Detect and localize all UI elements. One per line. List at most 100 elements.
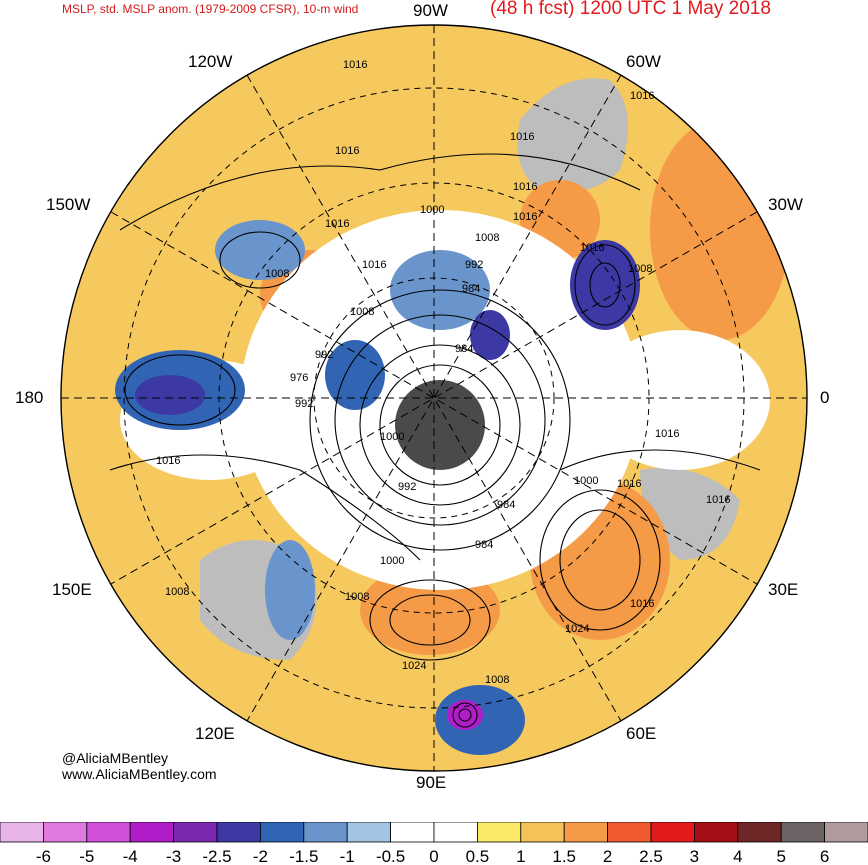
isobar-label: 1024 xyxy=(565,623,589,635)
isobar-label: 1016 xyxy=(156,455,180,467)
colorbar-tick-label: -3 xyxy=(166,847,181,865)
colorbar-box xyxy=(433,822,478,843)
colorbar-tick-label: 4 xyxy=(733,847,742,865)
isobar-label: 1008 xyxy=(165,586,189,598)
warm-anomaly-northeast xyxy=(650,120,790,340)
lon-label-180: 180 xyxy=(15,388,44,407)
colorbar-box xyxy=(129,822,174,843)
colorbar-box xyxy=(303,822,348,843)
isobar-label: 984 xyxy=(462,283,480,295)
isobar-label: 1016 xyxy=(630,598,654,610)
isobar-label: 1016 xyxy=(580,242,604,254)
isobar-label: 1008 xyxy=(345,591,369,603)
polar-stereographic-map: 1016 1016 1016 1016 1016 1016 1016 1016 1016 1016… xyxy=(60,24,808,772)
isobar-label: 1008 xyxy=(475,232,499,244)
isobar-label: 1008 xyxy=(628,263,652,275)
lon-label-90w: 90W xyxy=(413,1,448,20)
isobar-label: 1000 xyxy=(420,204,444,216)
lon-label-120e: 120E xyxy=(195,724,235,743)
colorbar-box xyxy=(694,822,739,843)
map-boundary xyxy=(60,24,808,772)
colorbar-tick-label: 0 xyxy=(429,847,438,865)
isobar-label: 1000 xyxy=(380,431,404,443)
lon-label-90e: 90E xyxy=(416,773,447,792)
isobar-label: 1016 xyxy=(617,478,641,490)
colorbar-tick-label: 5 xyxy=(776,847,785,865)
colorbar-box xyxy=(216,822,261,843)
cold-anomaly-west-inner xyxy=(135,375,205,415)
isobar-label: 1016 xyxy=(325,218,349,230)
colorbar-tick-label: 0.5 xyxy=(466,847,490,865)
colorbar-box xyxy=(737,822,782,843)
colorbar-box xyxy=(259,822,305,843)
map-title: MSLP, std. MSLP anom. (1979-2009 CFSR), … xyxy=(62,2,359,16)
lon-label-60e: 60E xyxy=(626,724,657,743)
lon-label-30e: 30E xyxy=(768,580,799,599)
colorbar-tick-label: 2.5 xyxy=(639,847,663,865)
cold-anomaly-mid xyxy=(470,310,510,360)
isobar-label: 1008 xyxy=(265,268,289,280)
map-field xyxy=(61,25,807,771)
colorbar-box xyxy=(173,822,218,843)
colorbar-tick-label: -1.5 xyxy=(289,847,318,865)
colorbar-box xyxy=(390,822,435,843)
isobar-label: 1008 xyxy=(350,306,374,318)
isobar-label: 1000 xyxy=(380,555,404,567)
lon-label-60w: 60W xyxy=(626,52,661,71)
colorbar-tick-label: -5 xyxy=(79,847,94,865)
cold-anomaly-center xyxy=(325,340,385,410)
colorbar-tick-label: -6 xyxy=(36,847,51,865)
colorbar-tick-label: -4 xyxy=(123,847,138,865)
colorbar-box xyxy=(520,822,565,843)
lon-label-150w: 150W xyxy=(46,195,91,214)
isobar-label: 1016 xyxy=(343,59,367,71)
isobar-label: 984 xyxy=(475,539,493,551)
isobar-label: 1000 xyxy=(574,475,598,487)
neutral-zone-east xyxy=(590,330,770,470)
colorbar-tick-label: 3 xyxy=(690,847,699,865)
colorbar-box xyxy=(0,822,44,843)
isobar-label: 1016 xyxy=(513,181,537,193)
colorbar-box xyxy=(650,822,695,843)
colorbar-box xyxy=(476,822,522,843)
isobar-label: 1024 xyxy=(402,660,426,672)
colorbar-ticks: -6 -5 -4 -3 -2.5 -2 -1.5 -1 -0.5 0 0.5 1 1.5 2 2.5 3 4 5 6 xyxy=(36,847,829,865)
anomaly-colorbar: -6 -5 -4 -3 -2.5 -2 -1.5 -1 -0.5 0 0.5 1 1.5 2 2.5 3 4 5 6 xyxy=(0,822,868,865)
isobar-label: 1016 xyxy=(510,131,534,143)
greenland-landmass xyxy=(517,78,628,193)
colorbar-tick-label: 1.5 xyxy=(552,847,576,865)
isobar-label: 992 xyxy=(295,398,313,410)
lon-label-120w: 120W xyxy=(188,52,233,71)
colorbar-tick-label: -0.5 xyxy=(376,847,405,865)
colorbar-box xyxy=(86,822,131,843)
colorbar-tick-label: -2.5 xyxy=(202,847,231,865)
cold-anomaly-northeast xyxy=(570,240,640,330)
credit-website: www.AliciaMBentley.com xyxy=(62,766,217,782)
lon-label-30w: 30W xyxy=(768,195,803,214)
meridians xyxy=(61,25,807,771)
isobar-label: 1016 xyxy=(706,494,730,506)
colorbar-box xyxy=(563,822,609,843)
isobar-label: 976 xyxy=(290,372,308,384)
isobar-label: 1008 xyxy=(485,674,509,686)
isobar-label: 1016 xyxy=(362,259,386,271)
isobar-label: 992 xyxy=(465,259,483,271)
pole-contour-cluster xyxy=(395,380,485,470)
isobar-label: 1016 xyxy=(655,428,679,440)
isobar-label: 1016 xyxy=(513,211,537,223)
lon-label-0: 0 xyxy=(820,388,830,407)
lon-label-150e: 150E xyxy=(52,580,92,599)
colorbar-box xyxy=(780,822,826,843)
isobar-labels: 1016 1016 1016 1016 1016 1016 1016 1016 1016 1016… xyxy=(156,59,730,686)
isobar-label: 1016 xyxy=(630,90,654,102)
forecast-time-title: (48 h fcst) 1200 UTC 1 May 2018 xyxy=(490,0,771,19)
credit-handle: @AliciaMBentley xyxy=(62,750,169,766)
colorbar-tick-label: -2 xyxy=(253,847,268,865)
colorbar-tick-label: 1 xyxy=(516,847,525,865)
colorbar-box xyxy=(824,822,868,843)
colorbar-box xyxy=(346,822,392,843)
isobar-label: 992 xyxy=(398,481,416,493)
colorbar-box xyxy=(43,822,88,843)
colorbar-tick-label: 2 xyxy=(603,847,612,865)
colorbar-box xyxy=(607,822,652,843)
